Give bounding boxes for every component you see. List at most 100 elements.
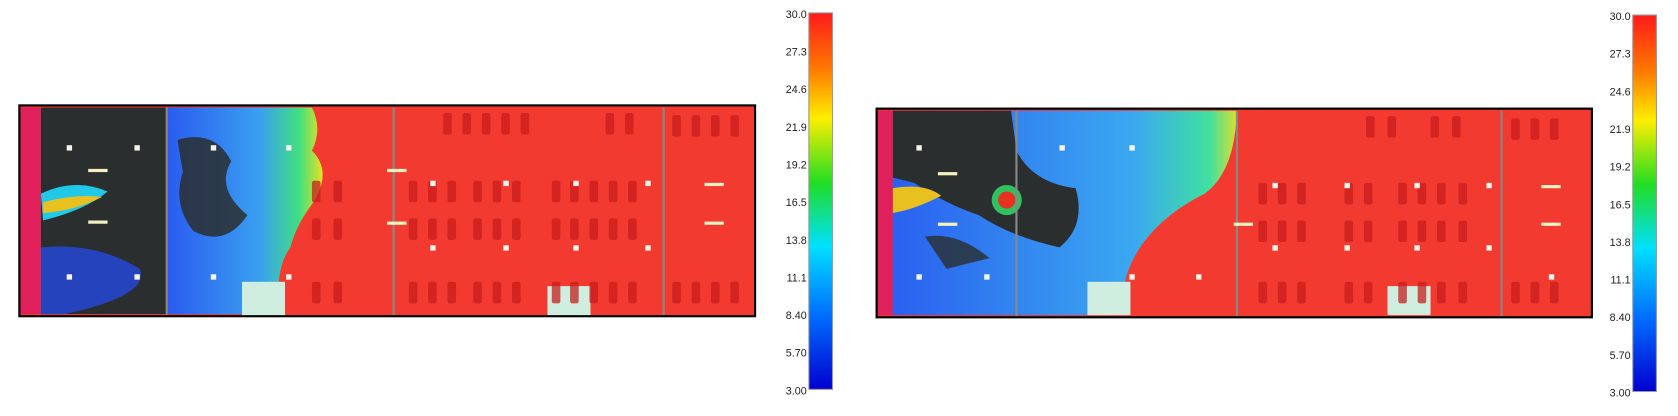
car: [492, 281, 502, 304]
car: [1277, 220, 1287, 243]
colorbar-label: 11.1: [787, 272, 807, 284]
vent: [503, 180, 509, 187]
colorbar-label: 13.8: [1610, 237, 1631, 249]
colorbar-label: 8.40: [786, 310, 807, 322]
car: [1458, 182, 1468, 205]
fan: [704, 221, 724, 225]
opening: [1087, 281, 1131, 316]
colorbar-label: 3.00: [786, 385, 807, 397]
colorbar: [808, 12, 834, 390]
colorbar-label: 30.0: [786, 9, 807, 21]
vent: [210, 274, 217, 280]
car: [311, 180, 321, 203]
car: [1398, 281, 1407, 304]
colorbar-label: 27.3: [1610, 49, 1631, 61]
car: [1511, 281, 1520, 304]
vent: [645, 245, 651, 251]
car: [1258, 281, 1268, 304]
car: [520, 112, 530, 135]
panel-border: [18, 104, 757, 318]
vent: [1414, 245, 1420, 251]
car: [1530, 118, 1540, 140]
vent: [1129, 145, 1135, 151]
car: [691, 115, 701, 137]
fan: [1541, 185, 1561, 189]
car: [511, 218, 521, 240]
car: [1387, 116, 1397, 138]
vent: [503, 245, 509, 251]
car: [672, 281, 681, 304]
car: [605, 112, 615, 135]
car: [1297, 281, 1306, 304]
colorbar-label: 30.0: [1610, 11, 1631, 23]
car: [1417, 281, 1427, 304]
vent: [1344, 182, 1350, 189]
scene: 30.0 27.3 24.6 21.9 19.2 16.5 13.8 11.1 8.40 5.70…: [18, 9, 1657, 400]
car: [1398, 182, 1407, 205]
cool-pocket: [925, 235, 990, 269]
vent: [984, 274, 990, 280]
vent: [916, 145, 922, 151]
car: [492, 180, 502, 203]
car: [501, 112, 510, 135]
car: [608, 281, 618, 304]
car: [570, 281, 579, 304]
car: [589, 218, 599, 240]
car: [672, 115, 681, 137]
car: [473, 281, 482, 304]
smoke-pocket: [40, 246, 142, 315]
colorbar-label: 21.9: [786, 122, 807, 134]
vent: [286, 145, 292, 151]
car: [1258, 182, 1268, 205]
car: [589, 180, 599, 203]
car: [551, 180, 561, 203]
vent: [66, 145, 73, 151]
colorbar: [1632, 14, 1657, 393]
fan: [387, 168, 407, 173]
car: [1366, 116, 1375, 138]
vent: [1486, 182, 1492, 189]
car: [1437, 182, 1446, 205]
car: [1344, 220, 1354, 243]
fan: [704, 182, 724, 187]
car: [1363, 182, 1373, 205]
fan: [88, 220, 108, 224]
car: [1452, 116, 1461, 138]
car: [333, 180, 343, 203]
vent: [916, 274, 922, 280]
colorbar-label: 19.2: [786, 159, 807, 171]
car: [1398, 220, 1407, 243]
car: [447, 281, 457, 304]
vent: [1486, 245, 1492, 251]
car: [1430, 116, 1440, 138]
cool-pocket: [177, 137, 248, 237]
car: [408, 180, 418, 203]
car: [1458, 220, 1468, 243]
car: [311, 218, 321, 240]
car: [1297, 182, 1306, 205]
vent: [1129, 274, 1135, 280]
wall-strip: [19, 107, 41, 315]
vent: [573, 180, 579, 187]
car: [624, 112, 634, 135]
car: [1437, 220, 1446, 243]
car: [447, 218, 457, 240]
colorbar-label: 11.1: [1610, 275, 1630, 287]
car: [1511, 118, 1520, 140]
car: [473, 180, 482, 203]
car: [691, 281, 701, 304]
vent: [66, 274, 73, 280]
car: [311, 281, 321, 304]
vent: [573, 245, 579, 251]
vent: [1059, 145, 1065, 151]
car: [608, 180, 618, 203]
fan: [937, 222, 958, 226]
simulation-panel: [875, 107, 1593, 319]
car: [462, 112, 472, 135]
car: [1549, 118, 1559, 140]
colorbar-label: 13.8: [786, 235, 807, 247]
vent: [134, 274, 140, 280]
colorbar-label: 27.3: [786, 47, 807, 59]
fan: [88, 168, 108, 173]
